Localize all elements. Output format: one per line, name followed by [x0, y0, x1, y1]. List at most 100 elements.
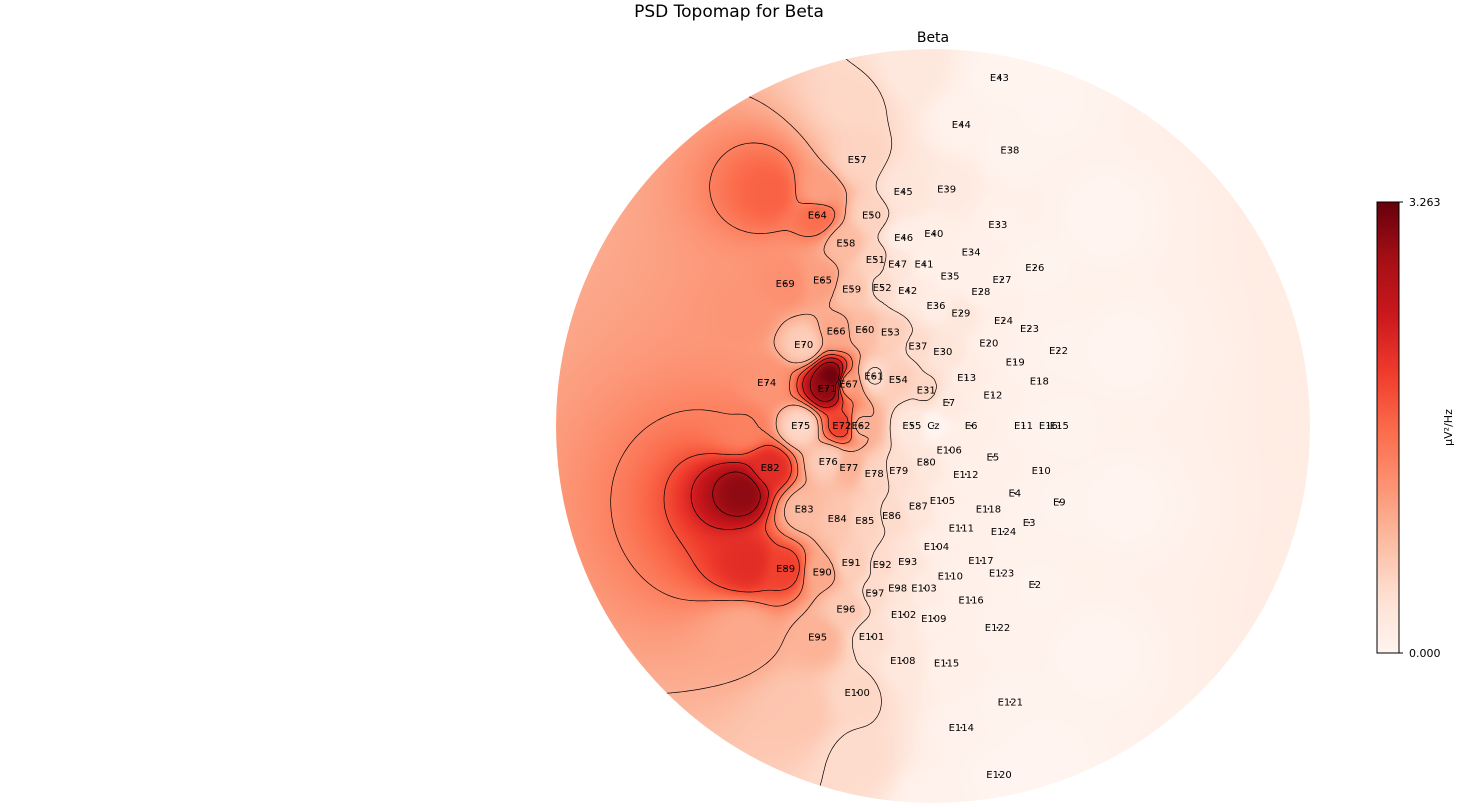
contour-level-3 — [610, 142, 854, 607]
sensor-label-e124: E124 — [991, 527, 1016, 538]
sensor-label-e58: E58 — [836, 238, 855, 249]
sensor-e27 — [1001, 278, 1003, 281]
sensor-e52 — [881, 286, 883, 289]
sensor-label-e117: E117 — [968, 556, 993, 567]
sensor-label-e114: E114 — [949, 723, 974, 734]
sensor-e50 — [870, 214, 873, 216]
sensor-label-e24: E24 — [994, 316, 1013, 327]
sensor-e110 — [949, 575, 952, 577]
sensor-label-e66: E66 — [827, 327, 846, 338]
sensor-e43 — [998, 76, 1001, 79]
colorbar-max-label: 3.263 — [1409, 196, 1441, 209]
sensor-e74 — [765, 381, 768, 384]
sensor-e123 — [1000, 572, 1003, 574]
sensor-markers — [765, 76, 1061, 776]
sensor-label-e72: E72 — [832, 421, 851, 432]
sensor-e124 — [1002, 530, 1005, 533]
sensor-e35 — [949, 275, 951, 277]
sensor-label-e69: E69 — [776, 279, 795, 290]
sensor-label-e29: E29 — [951, 308, 970, 319]
sensor-e111 — [960, 526, 963, 529]
sensor-label-e79: E79 — [889, 466, 908, 477]
contour-level-4 — [663, 354, 849, 593]
sensor-e4 — [1013, 492, 1016, 494]
sensor-label-e41: E41 — [914, 259, 933, 270]
sensor-e45 — [902, 190, 905, 193]
sensor-label-e109: E109 — [921, 614, 946, 625]
sensor-label-e77: E77 — [839, 463, 858, 474]
sensor-e104 — [935, 545, 938, 548]
sensor-cz — [932, 424, 935, 427]
sensor-e39 — [945, 188, 948, 190]
sensor-label-e123: E123 — [989, 569, 1014, 580]
sensor-label-e76: E76 — [819, 457, 838, 468]
sensor-label-e62: E62 — [851, 421, 870, 432]
axes-title: Beta — [917, 30, 949, 46]
sensor-e114 — [960, 726, 963, 729]
sensor-e64 — [816, 214, 819, 216]
sensor-e101 — [870, 635, 873, 638]
sensor-label-e97: E97 — [865, 589, 884, 600]
sensor-label-e121: E121 — [998, 698, 1023, 709]
sensor-e89 — [784, 567, 787, 570]
sensor-label-e27: E27 — [992, 275, 1011, 286]
colorbar: 3.263 0.000 µV²/Hz — [1376, 196, 1455, 660]
sensor-label-e46: E46 — [894, 233, 913, 244]
sensor-label-e98: E98 — [888, 584, 907, 595]
sensor-label-e51: E51 — [866, 255, 885, 266]
sensor-e65 — [821, 279, 824, 281]
sensor-e6 — [970, 424, 972, 427]
sensor-e85 — [863, 519, 866, 522]
sensor-e77 — [848, 466, 850, 469]
sensor-e108 — [901, 659, 904, 662]
sensor-label-e15: E15 — [1050, 421, 1069, 432]
sensor-e102 — [902, 613, 905, 616]
sensor-label-e61: E61 — [864, 372, 883, 383]
sensor-e100 — [856, 691, 859, 694]
sensor-label-e31: E31 — [917, 385, 936, 396]
sensor-label-e28: E28 — [971, 287, 990, 298]
contour-level-5 — [690, 357, 844, 530]
sensor-label-e78: E78 — [865, 469, 884, 480]
sensor-e92 — [881, 563, 883, 566]
sensor-e31 — [925, 388, 928, 391]
sensor-e71 — [826, 387, 828, 390]
sensor-label-e71: E71 — [818, 384, 837, 395]
sensor-e44 — [960, 123, 963, 126]
sensor-e12 — [992, 394, 994, 396]
head-plot: E43 E44 E38 E57 E45 E39 E64 E50 E33 E40 E46 E58 E34 E… — [556, 49, 1310, 803]
sensor-label-e95: E95 — [808, 633, 827, 644]
sensor-label-e105: E105 — [930, 496, 955, 507]
sensor-e82 — [769, 466, 771, 469]
sensor-label-e90: E90 — [813, 567, 832, 578]
sensor-label-e53: E53 — [881, 327, 900, 338]
sensor-label-e45: E45 — [894, 187, 913, 198]
sensor-label-e82: E82 — [761, 463, 780, 474]
sensor-label-e11: E11 — [1014, 421, 1033, 432]
sensor-label-e84: E84 — [828, 514, 847, 525]
sensor-label-e96: E96 — [836, 605, 855, 616]
sensor-label-e110: E110 — [938, 572, 963, 583]
sensor-labels: E43 E44 E38 E57 E45 E39 E64 E50 E33 E40 E46 E58 E34 E… — [757, 73, 1069, 781]
sensor-label-e44: E44 — [952, 120, 971, 131]
sensor-e19 — [1014, 361, 1017, 363]
sensor-e42 — [906, 289, 909, 292]
sensor-label-e111: E111 — [949, 523, 974, 534]
colorbar-min-label: 0.000 — [1409, 647, 1441, 660]
sensor-label-e42: E42 — [898, 286, 917, 297]
colorbar-gradient — [1377, 202, 1399, 653]
sensor-e83 — [803, 508, 805, 510]
sensor-label-e50: E50 — [862, 210, 881, 221]
sensor-label-e92: E92 — [873, 560, 892, 571]
sensor-label-e65: E65 — [813, 276, 832, 287]
sensor-label-e106: E106 — [936, 446, 961, 457]
sensor-e37 — [917, 345, 919, 347]
sensor-e61 — [872, 375, 875, 378]
sensor-e29 — [960, 312, 962, 314]
sensor-e70 — [802, 343, 805, 346]
sensor-label-e19: E19 — [1006, 357, 1025, 368]
sensor-label-e103: E103 — [911, 584, 936, 595]
sensor-label-e87: E87 — [909, 501, 928, 512]
sensor-label-e70: E70 — [794, 340, 813, 351]
sensor-label-e57: E57 — [848, 155, 867, 166]
